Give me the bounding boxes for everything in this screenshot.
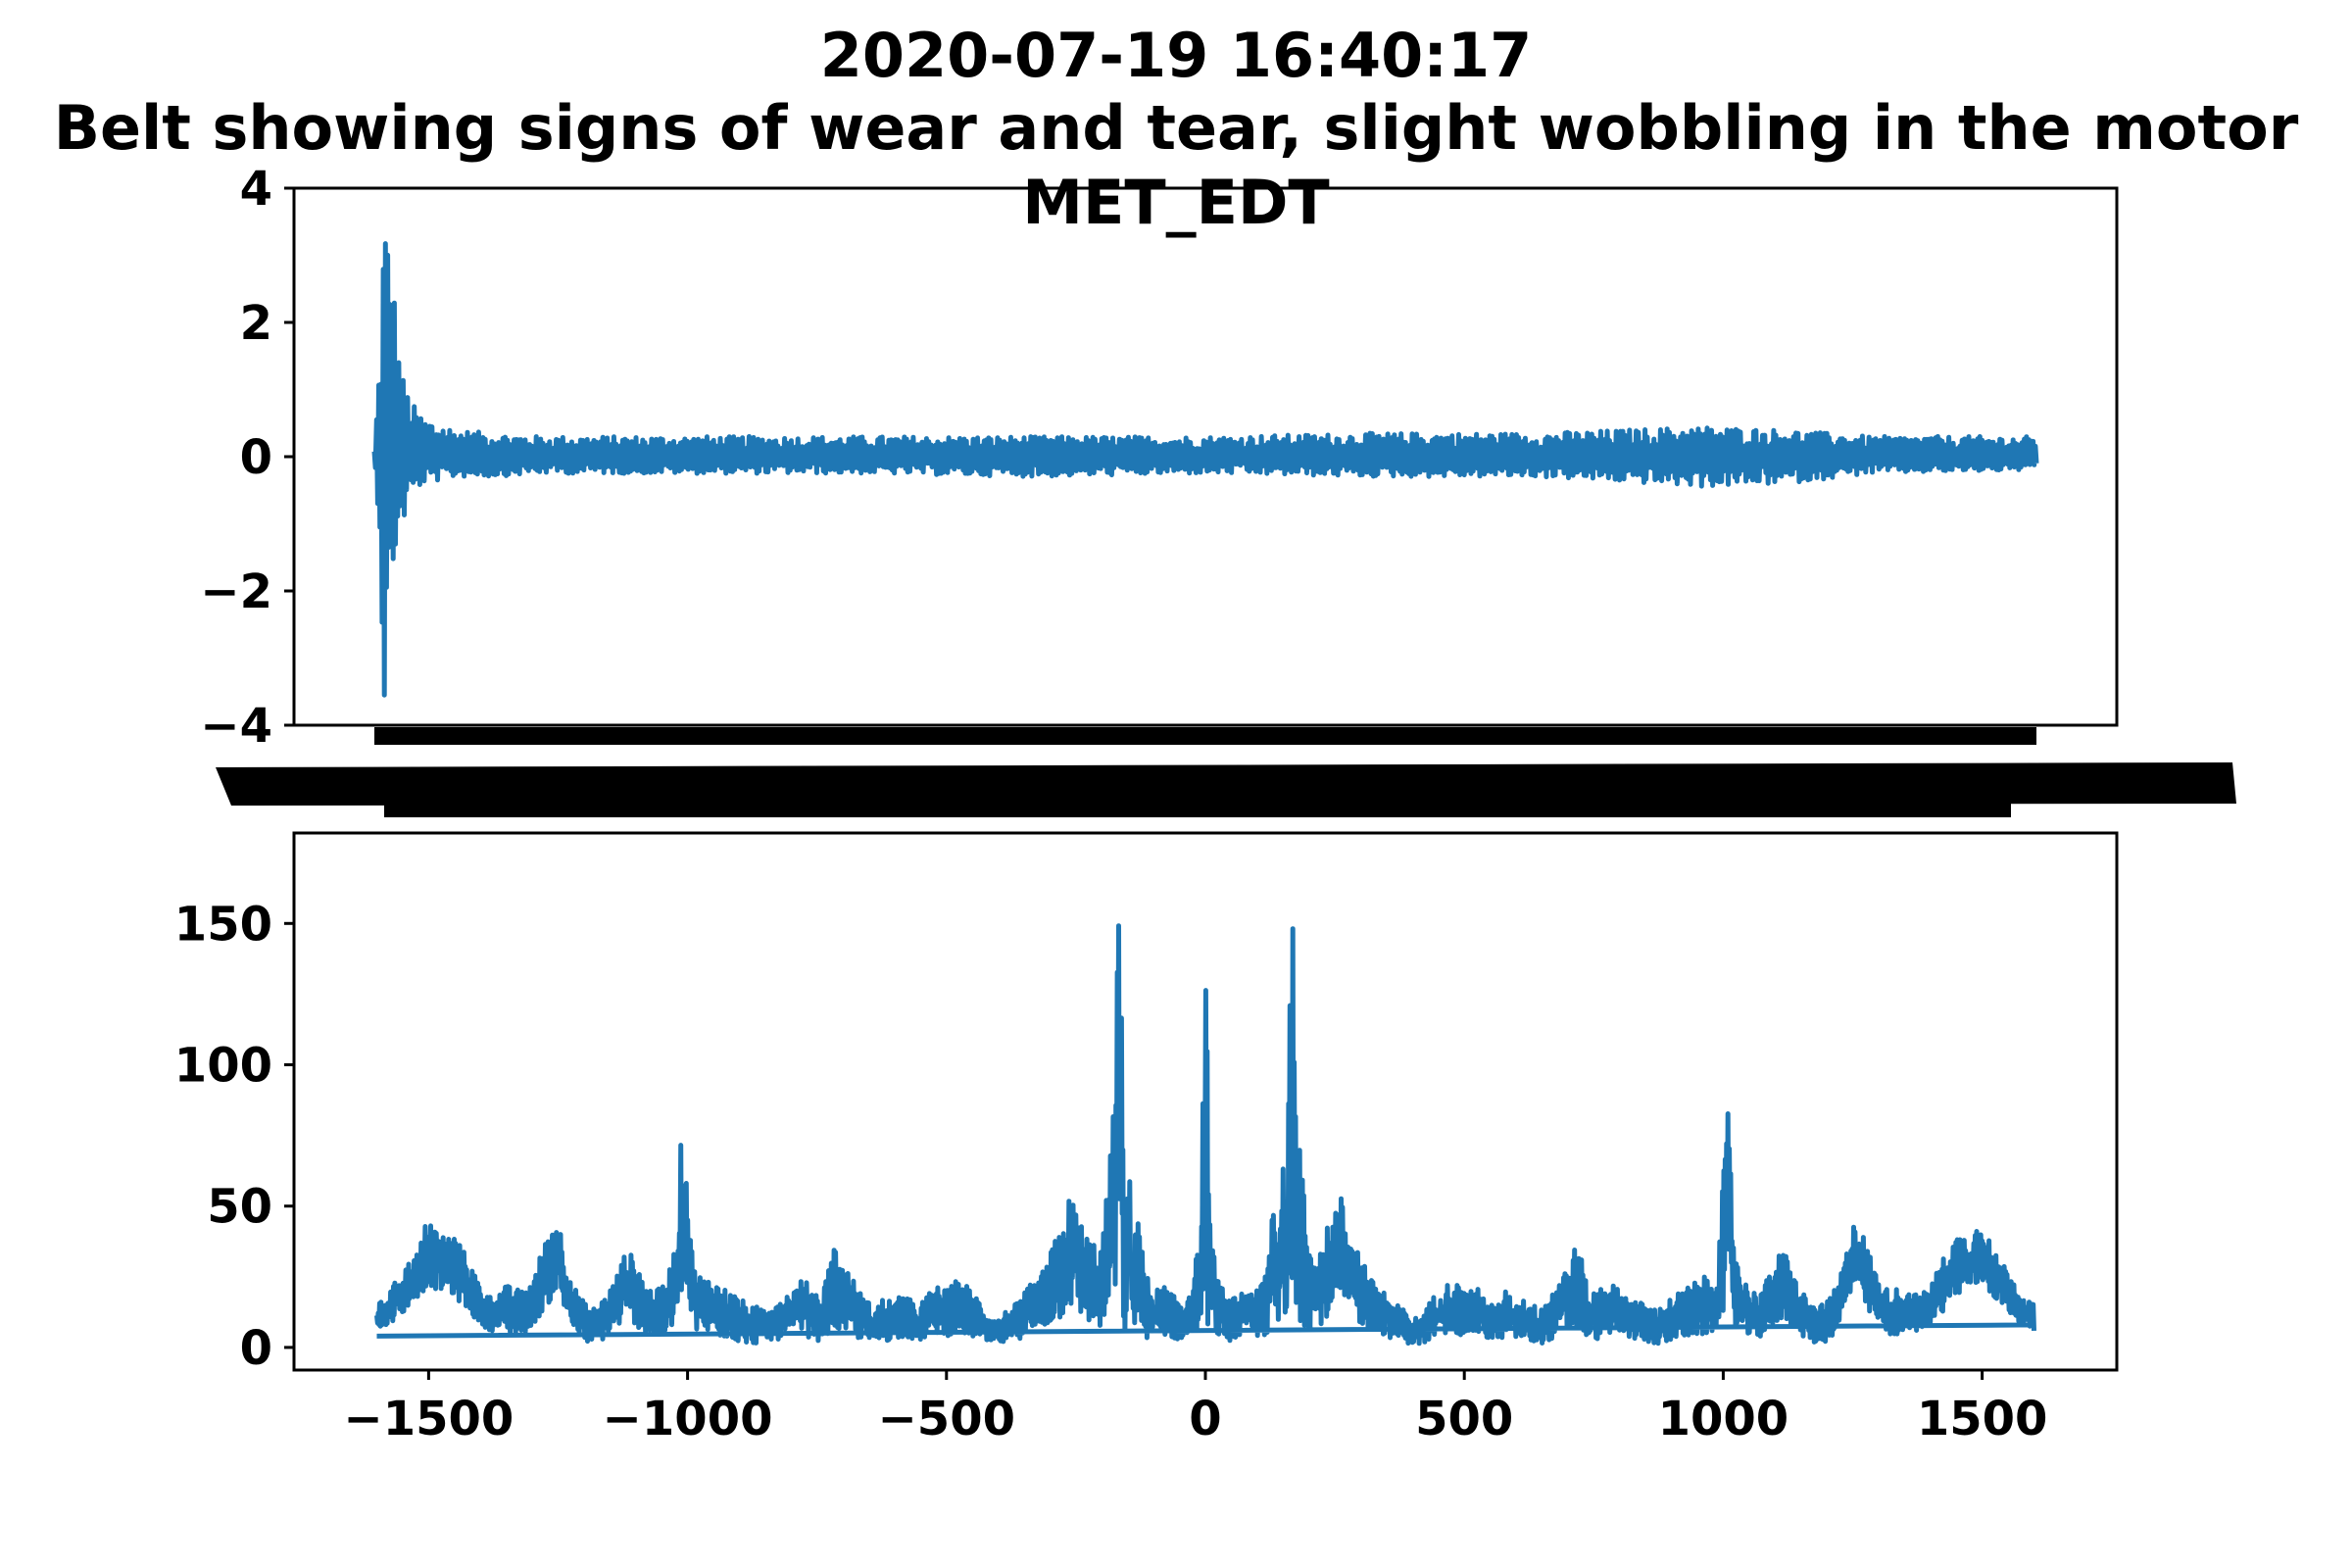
- top-y-ticks: −4 −2 0 2 4: [200, 162, 294, 754]
- top-ytick-label: −4: [200, 699, 272, 754]
- bottom-xtick-label: 500: [1415, 1392, 1513, 1446]
- top-ytick-label: 2: [240, 296, 272, 351]
- figure-title-line1: 2020-07-19 16:40:17: [820, 20, 1533, 91]
- top-series-line: [371, 241, 2039, 698]
- bottom-xtick-label: −1000: [603, 1392, 773, 1446]
- bottom-xtick-label: 1000: [1658, 1392, 1789, 1446]
- bottom-xtick-label: −500: [878, 1392, 1015, 1446]
- bottom-series-line: [374, 923, 2036, 1347]
- top-x-tick-labels-band-lower: [384, 796, 2011, 817]
- bottom-xtick-label: 0: [1189, 1392, 1221, 1446]
- bottom-xtick-label: 1500: [1917, 1392, 2048, 1446]
- bottom-ytick-label: 0: [240, 1321, 272, 1376]
- bottom-ytick-label: 100: [174, 1039, 272, 1094]
- top-ytick-label: 0: [240, 430, 272, 485]
- bottom-x-ticks: −1500 −1000 −500 0 500 1000 1500: [343, 1370, 2047, 1446]
- top-x-tick-labels-band: [216, 762, 2236, 806]
- bottom-y-ticks: 0 50 100 150: [174, 897, 294, 1376]
- top-series-path: [371, 241, 2039, 698]
- top-ytick-label: −2: [200, 564, 272, 619]
- top-panel: −4 −2 0 2 4: [200, 162, 2236, 817]
- top-x-ticks-band: [374, 727, 2036, 745]
- bottom-ytick-label: 50: [207, 1180, 272, 1235]
- bottom-series-path: [374, 923, 2036, 1347]
- bottom-xtick-label: −1500: [343, 1392, 514, 1446]
- figure-title-line2: Belt showing signs of wear and tear, sli…: [54, 92, 2299, 164]
- top-ytick-label: 4: [240, 162, 272, 217]
- figure-title-line3: MET_EDT: [1022, 167, 1329, 238]
- bottom-ytick-label: 150: [174, 897, 272, 952]
- bottom-panel: 0 50 100 150 −1500 −1000 −500 0 500 1000 1500: [174, 831, 2119, 1446]
- top-x-tick-labels-overlap: [216, 727, 2236, 817]
